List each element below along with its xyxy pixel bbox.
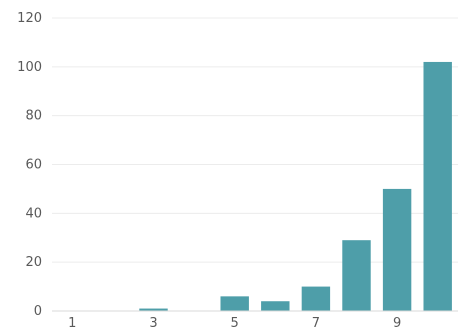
x-tick-label: 3 — [149, 316, 157, 331]
bar-10 — [423, 61, 452, 312]
x-tick-label: 5 — [231, 316, 239, 331]
x-tick-label: 1 — [68, 316, 76, 331]
bar-5 — [220, 296, 249, 311]
bar-8 — [342, 240, 371, 311]
y-tick-label: 80 — [25, 109, 42, 124]
x-tick-label: 7 — [312, 316, 320, 331]
y-axis-ticks: 0 20 40 60 80 100 120 — [17, 11, 42, 319]
y-tick-label: 100 — [17, 60, 42, 75]
y-tick-label: 120 — [17, 11, 42, 26]
bar-7 — [301, 286, 331, 311]
y-tick-label: 40 — [25, 206, 42, 221]
y-tick-label: 20 — [25, 255, 42, 270]
y-tick-label: 60 — [25, 158, 42, 173]
y-tick-label: 0 — [34, 304, 42, 319]
x-axis-ticks: 1 3 5 7 9 — [68, 316, 401, 331]
bar-9 — [382, 188, 412, 311]
bar-6 — [261, 301, 290, 311]
bars — [139, 61, 452, 312]
x-tick-label: 9 — [393, 316, 401, 331]
bar-3 — [139, 308, 168, 311]
